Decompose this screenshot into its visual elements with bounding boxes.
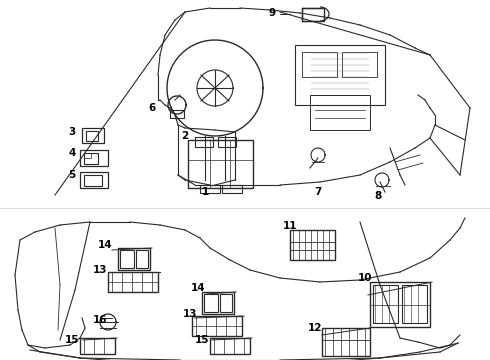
Text: 13: 13 <box>183 309 197 319</box>
Bar <box>120 250 134 268</box>
Bar <box>402 285 427 323</box>
Text: 14: 14 <box>191 283 205 293</box>
Bar <box>80 150 108 166</box>
Bar <box>86 131 98 141</box>
Bar <box>342 52 377 77</box>
Bar <box>84 175 102 186</box>
Bar <box>118 248 150 270</box>
Bar <box>136 250 148 268</box>
Bar <box>200 185 220 193</box>
Text: 14: 14 <box>98 240 112 250</box>
Bar <box>84 153 98 164</box>
Bar <box>108 272 158 292</box>
Text: 2: 2 <box>181 131 189 141</box>
Bar <box>170 110 184 118</box>
Bar <box>82 128 104 143</box>
Bar <box>192 316 242 336</box>
Text: 4: 4 <box>68 148 75 158</box>
Text: 11: 11 <box>283 221 297 231</box>
Text: 15: 15 <box>65 335 79 345</box>
Bar <box>322 328 370 356</box>
Text: 13: 13 <box>93 265 107 275</box>
Text: 12: 12 <box>308 323 322 333</box>
Bar <box>295 45 385 105</box>
Bar <box>188 140 253 188</box>
Bar <box>373 285 398 323</box>
Bar <box>204 294 218 312</box>
Bar <box>84 153 91 158</box>
Text: 8: 8 <box>374 191 382 201</box>
Bar <box>302 8 324 21</box>
Bar <box>370 282 430 327</box>
Text: 1: 1 <box>201 187 209 197</box>
Bar <box>80 338 115 354</box>
Text: 9: 9 <box>269 8 275 18</box>
Bar <box>202 292 234 314</box>
Bar <box>210 338 250 354</box>
Bar <box>222 185 242 193</box>
Text: 7: 7 <box>314 187 322 197</box>
Bar <box>220 294 232 312</box>
Text: 16: 16 <box>93 315 107 325</box>
Bar <box>302 52 337 77</box>
Text: 15: 15 <box>195 335 209 345</box>
Text: 10: 10 <box>358 273 372 283</box>
Text: 5: 5 <box>69 170 75 180</box>
Bar <box>218 137 236 147</box>
Bar <box>195 137 213 147</box>
Bar <box>80 172 108 188</box>
Text: 6: 6 <box>148 103 156 113</box>
Text: 3: 3 <box>69 127 75 137</box>
Bar <box>310 95 370 130</box>
Bar <box>290 230 335 260</box>
